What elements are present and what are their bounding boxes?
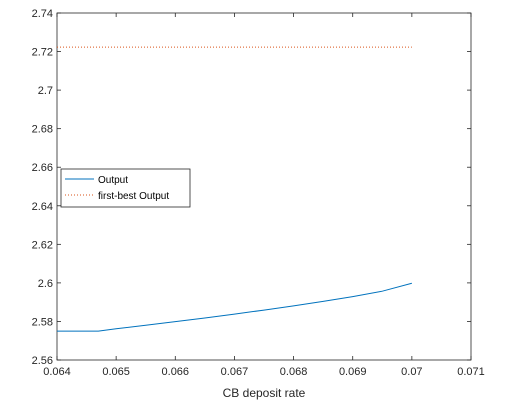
y-tick-label: 2.56: [32, 355, 53, 367]
axes-box: [56, 12, 472, 361]
legend-entry-label: first-best Output: [98, 191, 169, 202]
y-tick-label: 2.72: [32, 47, 53, 59]
y-tick-label: 2.64: [32, 201, 53, 213]
x-tick-label: 0.071: [457, 366, 485, 378]
legend-box: [60, 168, 191, 208]
y-tick-label: 2.7: [38, 85, 53, 97]
legend: Output first-best Output: [60, 168, 191, 208]
y-tick-label: 2.74: [32, 8, 53, 20]
plot-area: [56, 12, 472, 361]
x-tick-label: 0.069: [339, 366, 367, 378]
y-tick-label: 2.58: [32, 316, 53, 328]
x-tick-label: 0.065: [102, 366, 130, 378]
x-tick-label: 0.067: [221, 366, 249, 378]
y-tick-label: 2.6: [38, 278, 53, 290]
x-axis-ticks: 0.064 0.065 0.066 0.067 0.068 0.069 0.07 0.071: [43, 13, 485, 378]
x-tick-label: 0.07: [401, 366, 422, 378]
x-tick-label: 0.066: [162, 366, 190, 378]
series-layer: [57, 46, 412, 332]
series-line-output: [57, 282, 412, 332]
y-tick-label: 2.66: [32, 162, 53, 174]
x-axis-label: CB deposit rate: [223, 386, 306, 400]
x-tick-label: 0.068: [280, 366, 308, 378]
y-tick-label: 2.62: [32, 239, 53, 251]
y-axis-ticks: 2.56 2.58 2.6 2.62 2.64 2.66 2.68 2.7 2.72 2.74: [32, 8, 471, 367]
y-tick-label: 2.68: [32, 124, 53, 136]
x-tick-label: 0.064: [43, 366, 71, 378]
legend-entry-label: Output: [98, 175, 128, 186]
